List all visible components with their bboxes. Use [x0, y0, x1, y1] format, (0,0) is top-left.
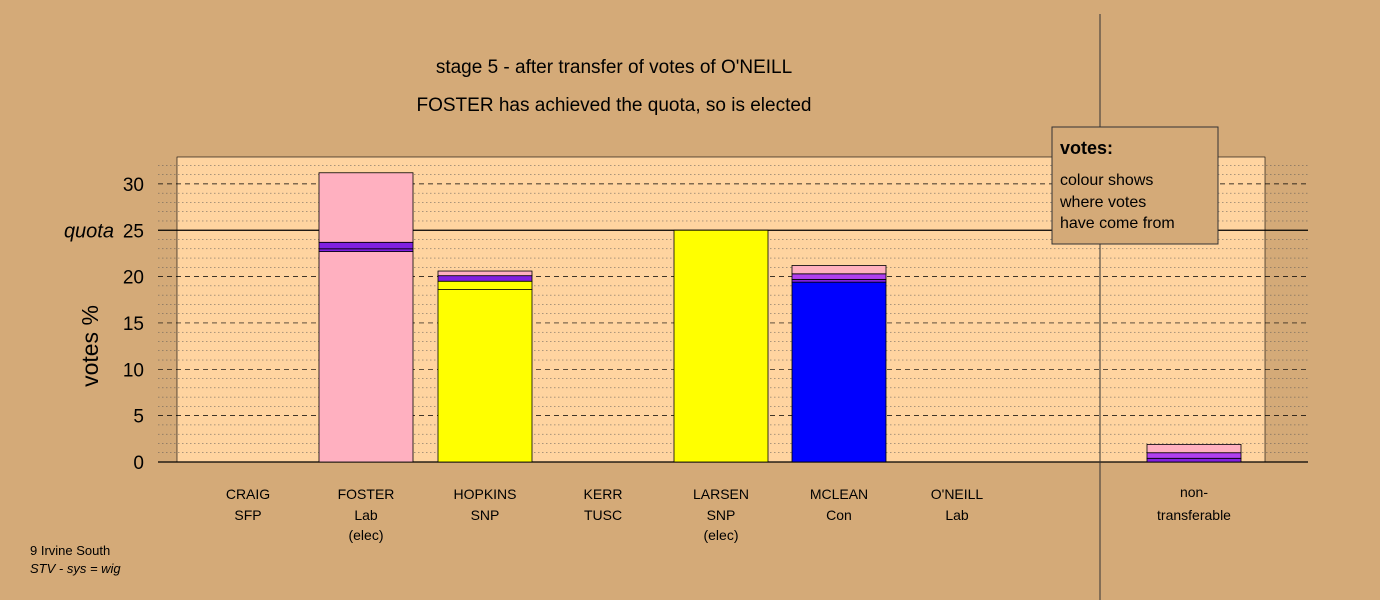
bar-segment: [791, 265, 887, 275]
legend-line: have come from: [1060, 215, 1175, 232]
y-tick-label: 30: [123, 175, 144, 196]
candidate-party: SNP: [471, 507, 500, 523]
bar-segment: [791, 273, 887, 280]
legend-line: colour shows: [1060, 172, 1153, 189]
candidate-party: Con: [826, 507, 852, 523]
y-tick-label: 15: [123, 314, 144, 335]
bars: [318, 172, 1242, 463]
y-tick-label: 10: [123, 360, 144, 381]
candidate-name: LARSEN: [693, 486, 749, 502]
bar-segment: [1146, 443, 1242, 454]
system-label: STV - sys = wig: [30, 561, 121, 576]
legend-box: [1051, 126, 1219, 245]
bar-segment: [437, 275, 533, 282]
candidate-name: KERR: [584, 486, 623, 502]
y-tick-label: 25: [123, 221, 144, 242]
chart-subtitle: FOSTER has achieved the quota, so is ele…: [417, 95, 812, 116]
bar-segment: [318, 248, 414, 252]
candidate-name: FOSTER: [338, 486, 395, 502]
bar-segment: [437, 270, 533, 277]
y-axis: 0 5 10 15 20 25 30: [123, 175, 144, 474]
y-tick-label: 5: [133, 407, 144, 428]
nontransferable-label: non-: [1180, 484, 1208, 500]
candidate-party: Lab: [354, 507, 378, 523]
bar-segment: [1146, 457, 1242, 463]
x-axis-labels: CRAIG SFP FOSTER Lab (elec) HOPKINS SNP KERR TUS…: [226, 484, 1231, 543]
y-axis-label: votes %: [77, 305, 103, 387]
bar-segment: [318, 172, 414, 243]
bar-segment: [318, 251, 414, 463]
y-tick-label: 0: [133, 453, 144, 474]
bar-segment: [437, 280, 533, 290]
legend-line: where votes: [1059, 194, 1146, 211]
quota-label: quota: [64, 220, 114, 242]
candidate-note: (elec): [348, 527, 383, 543]
candidate-party: TUSC: [584, 507, 622, 523]
nontransferable-label: transferable: [1157, 507, 1231, 523]
candidate-name: MCLEAN: [810, 486, 868, 502]
candidate-party: Lab: [945, 507, 969, 523]
candidate-note: (elec): [703, 527, 738, 543]
legend-title: votes:: [1060, 138, 1113, 158]
candidate-name: CRAIG: [226, 486, 270, 502]
candidate-party: SNP: [707, 507, 736, 523]
legend: votes: colour shows where votes have com…: [1051, 126, 1219, 245]
y-tick-label: 20: [123, 268, 144, 289]
candidate-party: SFP: [234, 507, 261, 523]
candidate-name: O'NEILL: [931, 486, 984, 502]
footer: 9 Irvine South STV - sys = wig: [30, 542, 121, 578]
chart-title: stage 5 - after transfer of votes of O'N…: [436, 57, 792, 78]
bar-segment: [437, 289, 533, 463]
bar-segment: [791, 278, 887, 283]
bar-segment: [791, 281, 887, 463]
bar-segment: [673, 229, 769, 463]
ward-label: 9 Irvine South: [30, 543, 111, 558]
bar-segment: [318, 241, 414, 250]
bar-segment: [1146, 452, 1242, 459]
candidate-name: HOPKINS: [453, 486, 516, 502]
